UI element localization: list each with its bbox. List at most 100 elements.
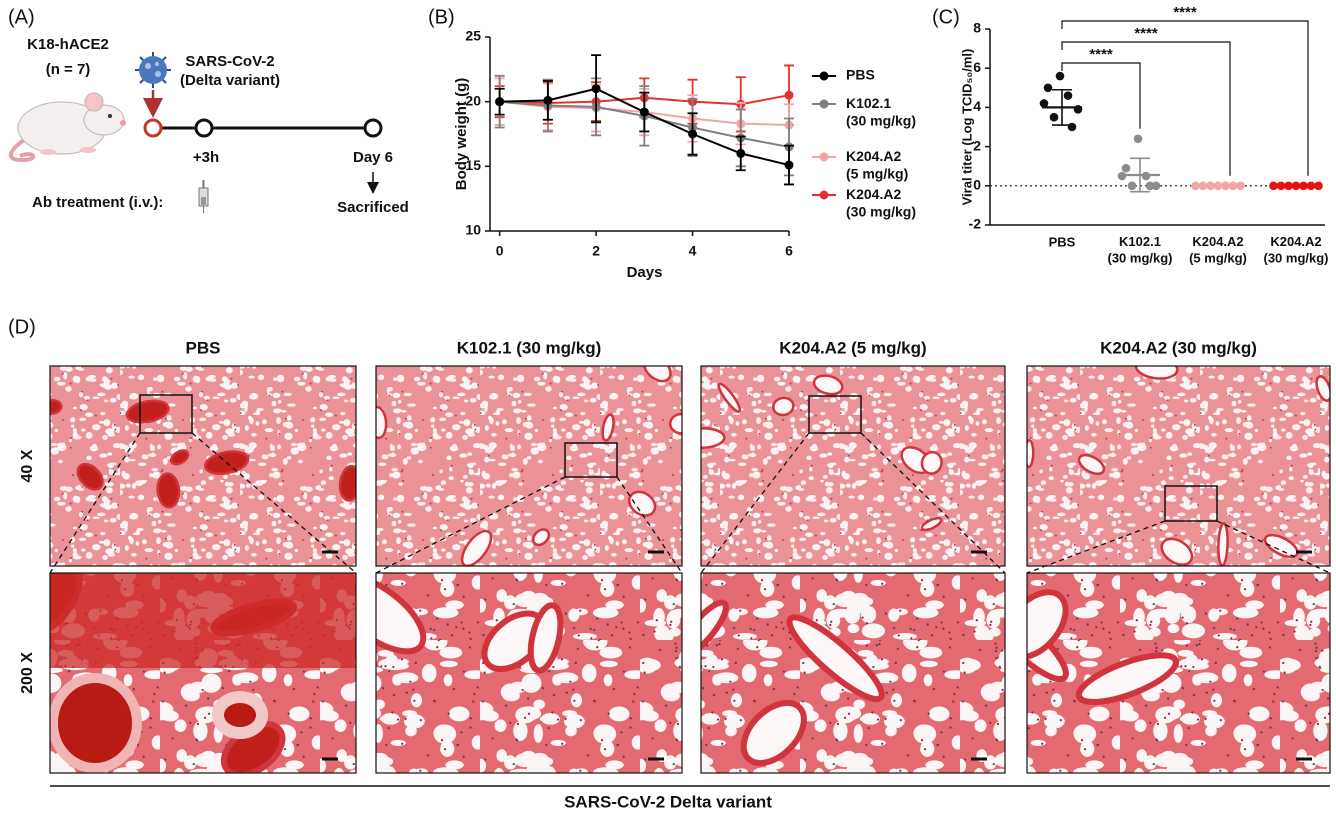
data-point (1055, 71, 1065, 81)
y-tick-label: 20 (465, 92, 481, 108)
zoom-box (564, 442, 618, 478)
text-line: (5 mg/kg) (1189, 251, 1247, 266)
x-tick-label: 4 (689, 243, 697, 259)
vessel (376, 573, 427, 655)
legend-label: K102.1 (30 mg/kg) (846, 95, 916, 129)
x-tick-label: 2 (592, 243, 600, 259)
row-label: 200 X (19, 652, 36, 694)
data-point (1191, 181, 1200, 191)
vessel (1027, 439, 1035, 469)
vessel (1027, 589, 1069, 661)
significance-label: **** (1089, 46, 1113, 63)
significance-bracket (1061, 20, 1309, 176)
micrograph (700, 365, 1006, 567)
text-line: (30 mg/kg) (1107, 251, 1172, 266)
micrograph-content (701, 573, 1005, 773)
vessel (740, 699, 807, 767)
data-point (543, 95, 553, 105)
data-point (1151, 181, 1161, 191)
data-point (1236, 181, 1245, 191)
panel-label: (B) (428, 6, 455, 28)
legend-label: K204.A2 (5 mg/kg) (846, 148, 908, 182)
text-line: K204.A2 (846, 186, 901, 202)
frame (375, 572, 683, 774)
data-point (1043, 83, 1053, 93)
x-tick-label: 0 (496, 243, 504, 259)
sd-bar (1052, 88, 1072, 126)
y-axis-label: Body weight (g) (453, 78, 470, 191)
zoom-box (139, 394, 193, 434)
tissue (376, 573, 682, 773)
y-tick-label: 15 (465, 157, 481, 173)
panel-label: (A) (8, 6, 35, 28)
text-line: K102.1 (1119, 234, 1161, 249)
text-line: K204.A2 (1192, 234, 1243, 249)
data-point (784, 90, 794, 100)
significance-bracket (1061, 62, 1141, 129)
data-point (1291, 181, 1301, 191)
data-point (1067, 122, 1077, 132)
category-label: K204.A2 (30 mg/kg) (1263, 234, 1328, 265)
tissue (376, 366, 682, 566)
vessel (125, 399, 170, 424)
tissue (1027, 366, 1330, 566)
vessel (376, 405, 388, 440)
y-tick-label: 2 (973, 137, 981, 153)
text-line: (Delta variant) (180, 72, 280, 89)
vessel (628, 490, 657, 517)
treatment-label: Ab treatment (i.v.): (32, 194, 163, 211)
y-axis-label: Viral titer (Log TCID₅₀/ml) (959, 49, 974, 206)
vessel (601, 413, 615, 442)
data-point (1145, 181, 1155, 191)
column-title: K204.A2 (5 mg/kg) (779, 338, 926, 357)
frame (700, 365, 1006, 567)
timeline-node (363, 118, 383, 138)
data-point (495, 97, 505, 107)
vessel (169, 449, 190, 466)
vessel (1217, 522, 1229, 566)
row-label: 40 X (19, 449, 36, 482)
micrograph-content (50, 366, 356, 566)
vessel (531, 528, 551, 547)
zoom-guide (700, 432, 810, 574)
vessel (771, 396, 795, 417)
legend-marker (819, 190, 829, 200)
vessel (1134, 366, 1179, 380)
x-axis-label: Days (627, 264, 663, 281)
data-point (688, 129, 698, 139)
data-point (784, 160, 794, 170)
data-point (1206, 181, 1215, 191)
timeline-node (143, 118, 163, 138)
text-line: (5 mg/kg) (846, 165, 908, 181)
group-size: (n = 7) (46, 61, 91, 78)
text-line: (30 mg/kg) (846, 112, 916, 128)
text-line: (30 mg/kg) (1263, 251, 1328, 266)
tissue (1027, 573, 1330, 773)
vessel (1263, 533, 1299, 559)
vessel (1075, 652, 1179, 705)
text-line: SARS-CoV-2 (185, 53, 274, 70)
y-tick-label: 8 (973, 20, 981, 36)
data-point (639, 107, 649, 117)
vessel (786, 614, 885, 703)
legend-marker (819, 99, 829, 109)
virus-icon (135, 52, 171, 88)
vessel (717, 382, 742, 413)
vessel (920, 516, 943, 532)
data-point (1276, 181, 1286, 191)
zoom-guide (1026, 520, 1166, 574)
vessel (1315, 375, 1330, 402)
column-title: PBS (186, 338, 221, 357)
panel-label: (D) (8, 316, 36, 338)
legend-label: K204.A2 (30 mg/kg) (846, 186, 916, 220)
timeline-node (194, 118, 214, 138)
endpoint-label: Sacrificed (337, 199, 409, 216)
significance-bracket (1061, 41, 1231, 176)
frame (700, 572, 1006, 774)
data-point (1121, 163, 1131, 173)
frame (49, 572, 357, 774)
frame (1026, 365, 1331, 567)
frame (1026, 572, 1331, 774)
data-point (1127, 181, 1137, 191)
